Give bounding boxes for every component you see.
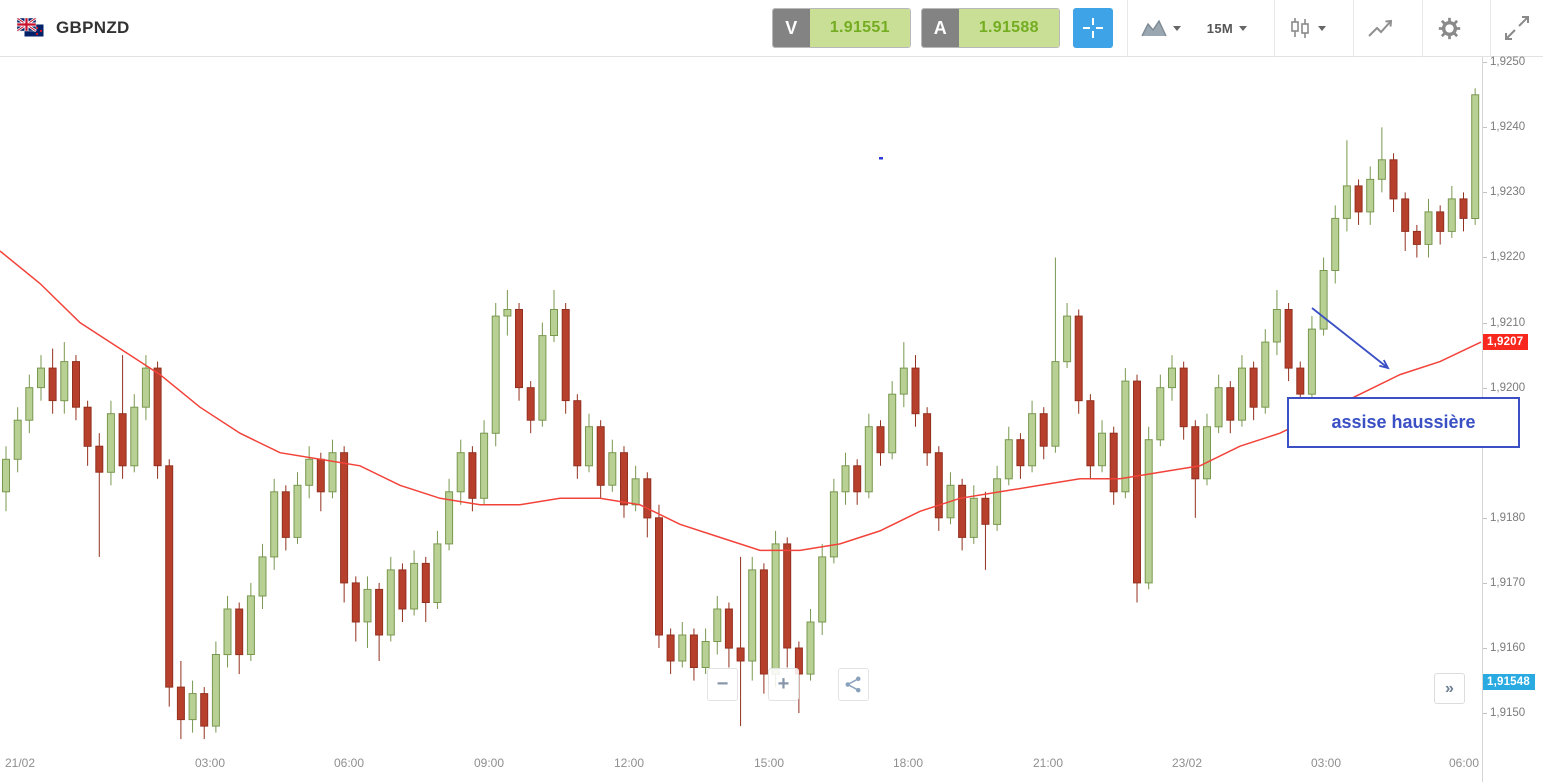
toolbar-separator [1353,0,1354,57]
price-tick-dash [1483,518,1487,519]
chart-canvas[interactable] [0,57,1482,745]
price-tick-label: 1,9240 [1490,121,1526,133]
price-tick-label: 1,9170 [1490,577,1526,589]
time-tick-label: 03:00 [194,756,226,770]
price-tick-label: 1,9160 [1490,642,1526,654]
sell-side-label: V [772,9,810,47]
gbpnzd-flag-icon [17,18,45,38]
price-tick-dash [1483,323,1487,324]
price-tick-label: 1,9230 [1490,186,1526,198]
indicators-button[interactable] [1354,0,1408,57]
zoom-controls: − + [707,668,877,702]
buy-side-label: A [921,9,959,47]
time-tick-label: 06:00 [333,756,365,770]
caret-down-icon [1318,25,1326,31]
crosshair-button[interactable] [1072,8,1113,48]
toolbar: GBPNZD V 1.91551 A 1.91588 [0,0,1543,57]
price-tick-label: 1,9180 [1490,512,1526,524]
sell-button[interactable]: V 1.91551 [771,8,911,48]
instrument-header: GBPNZD [17,18,130,38]
annotation-box[interactable]: assise haussière [1287,397,1520,448]
fullscreen-button[interactable] [1491,0,1543,57]
buy-button[interactable]: A 1.91588 [920,8,1060,48]
indicators-icon [1368,19,1393,37]
moving-average-line [0,250,1482,552]
sell-price: 1.91551 [809,9,910,47]
zoom-in-button[interactable]: + [768,668,799,701]
price-tick-label: 1,9250 [1490,56,1526,68]
time-axis[interactable]: 21/02 03:00 06:00 09:00 12:00 15:00 18:00 21:00… [0,745,1482,782]
chart-style-dropdown[interactable] [1128,0,1194,57]
price-tick-label: 1,9210 [1490,317,1526,329]
expand-icon [1505,16,1529,40]
time-tick-label: 03:00 [1310,756,1342,770]
price-tick-label: 1,9200 [1490,382,1526,394]
caret-down-icon [1239,25,1247,31]
share-icon [845,676,861,693]
price-tick-label: 1,9220 [1490,251,1526,263]
annotation-arrow[interactable] [1311,307,1390,370]
toolbar-separator [1422,0,1423,57]
caret-down-icon [1172,25,1181,31]
time-tick-label: 06:00 [1448,756,1480,770]
price-tick-dash [1483,583,1487,584]
chart-region: 1,9250 1,9240 1,9230 1,9220 1,9210 1,9200 1,91… [0,56,1543,782]
time-tick-label: 15:00 [753,756,785,770]
area-chart-icon [1141,19,1167,37]
toolbar-separator [1126,0,1128,57]
zoom-out-button[interactable]: − [707,668,738,701]
symbol-title: GBPNZD [56,18,130,37]
price-tick-dash [1483,257,1487,258]
candlestick-series [2,88,1480,740]
timeframe-label: 15M [1206,20,1233,36]
price-tag: 1,91548 [1483,674,1535,690]
time-tick-label: 21:00 [1032,756,1064,770]
toolbar-separator [1490,0,1491,57]
toolbar-separator [1274,0,1275,57]
buy-price: 1.91588 [958,9,1059,47]
time-tick-label: 23/02 [1171,756,1203,770]
price-tick-label: 1,9150 [1490,707,1526,719]
price-tick-dash [1483,388,1487,389]
stray-blue-mark [879,157,883,160]
annotation-text: assise haussière [1331,412,1476,432]
price-tag: 1,9207 [1483,334,1529,350]
time-tick-label: 12:00 [613,756,645,770]
time-tick-label: 21/02 [4,756,36,770]
time-tick-label: 09:00 [473,756,505,770]
price-tick-dash [1483,648,1487,649]
collapse-panel-button[interactable]: » [1434,673,1465,704]
candlestick-icon [1291,18,1309,38]
price-tick-dash [1483,192,1487,193]
price-tick-dash [1483,127,1487,128]
price-tick-dash [1483,62,1487,63]
gear-icon [1438,17,1461,39]
candle-style-dropdown[interactable] [1275,0,1339,57]
settings-button[interactable] [1423,0,1476,57]
timeframe-dropdown[interactable]: 15M [1194,0,1260,57]
share-button[interactable] [838,668,869,701]
time-tick-label: 18:00 [892,756,924,770]
crosshair-icon [1082,18,1103,38]
price-tick-dash [1483,713,1487,714]
